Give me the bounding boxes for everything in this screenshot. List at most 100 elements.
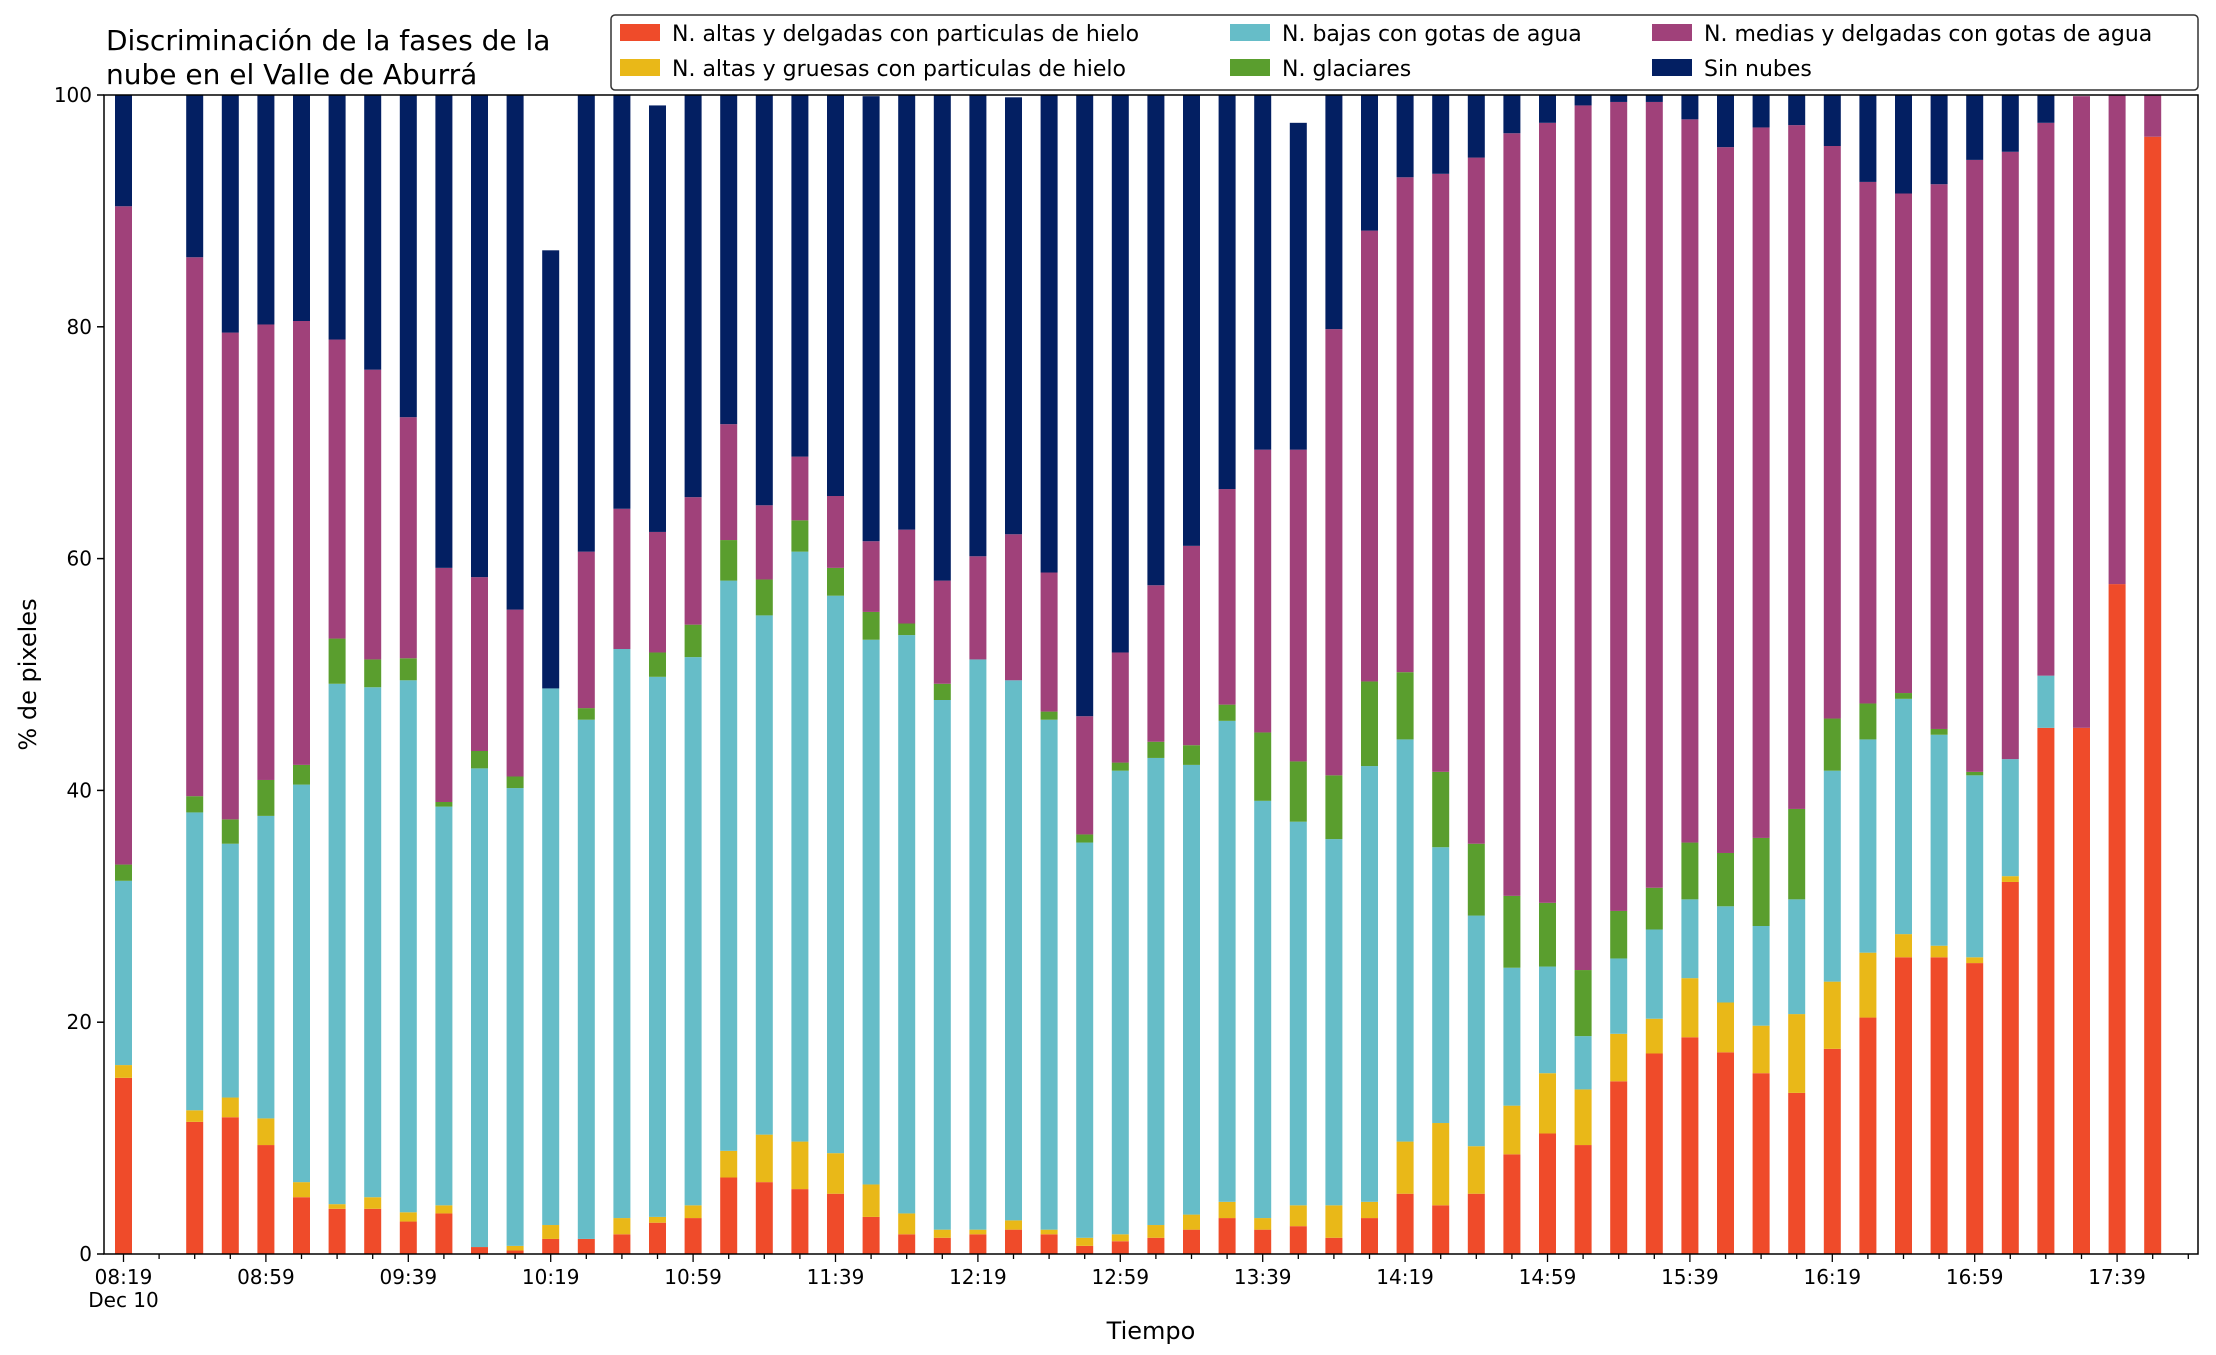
bar-segment <box>969 1229 987 1235</box>
bar-segment <box>1218 720 1236 1202</box>
bar-segment <box>933 580 951 684</box>
bar-segment <box>1966 95 1984 160</box>
bar-segment <box>1788 125 1806 809</box>
bar-segment <box>933 700 951 1230</box>
bar-segment <box>1076 842 1094 1238</box>
bar-segment <box>542 250 560 689</box>
bar-segment <box>1218 704 1236 721</box>
x-tick-label: 15:39 <box>1661 1265 1719 1289</box>
bar-segment <box>1681 899 1699 979</box>
bar-segment <box>186 812 204 1111</box>
bar-segment <box>1681 978 1699 1038</box>
bar-segment <box>435 567 453 802</box>
bar-segment <box>1966 159 1984 772</box>
bar-segment <box>1895 95 1912 194</box>
bar-segment <box>1076 1245 1094 1254</box>
bar-segment <box>293 1197 310 1254</box>
bar-segment <box>791 551 809 1142</box>
bar-segment <box>435 95 453 568</box>
bar-segment <box>542 1225 560 1239</box>
bar-segment <box>115 1065 132 1078</box>
bar-segment <box>1396 739 1414 1142</box>
x-tick-label: 12:59 <box>1091 1265 1149 1289</box>
bar-segment <box>1539 1133 1556 1254</box>
bar-segment <box>1147 1225 1165 1238</box>
bar-segment <box>1076 716 1094 835</box>
bar-segment <box>221 95 239 333</box>
y-tick-label: 80 <box>67 315 92 339</box>
bar-segment <box>1005 680 1022 1221</box>
legend-label: N. medias y delgadas con gotas de agua <box>1704 22 2152 47</box>
bar-segment <box>257 1118 275 1146</box>
bar-segment <box>1183 764 1200 1215</box>
bar-segment <box>1183 1229 1200 1254</box>
bar-segment <box>898 1234 916 1254</box>
bar-segment <box>1503 133 1521 896</box>
bar-segment <box>1681 119 1699 843</box>
bar-segment <box>542 688 560 1226</box>
x-tick-label: 14:19 <box>1376 1265 1434 1289</box>
bar-segment <box>506 1245 524 1251</box>
bar-segment <box>1966 775 1984 958</box>
bar-segment <box>471 577 488 751</box>
bar-segment <box>1111 762 1129 771</box>
bar-segment <box>1610 1081 1628 1254</box>
bar-segment <box>1254 1229 1272 1254</box>
bar-segment <box>1539 122 1556 903</box>
bar-segment <box>471 1247 488 1254</box>
bar-segment <box>364 1197 382 1209</box>
bar-segment <box>1040 711 1058 720</box>
bar-segment <box>2144 136 2162 1255</box>
bar-segment <box>755 1182 773 1254</box>
bar-segment <box>1859 181 1877 704</box>
bar-segment <box>1111 1241 1129 1254</box>
bar-segment <box>1574 1145 1592 1254</box>
bar-segment <box>471 95 488 578</box>
bar-segment <box>969 1234 987 1254</box>
y-tick-label: 60 <box>67 547 92 571</box>
bar-segment <box>1076 95 1094 717</box>
bar-segment <box>1752 95 1770 128</box>
bar-segment <box>1111 1234 1129 1242</box>
bar-segment <box>684 95 702 498</box>
bar-segment <box>1574 105 1592 971</box>
x-tick-label: 09:39 <box>379 1265 437 1289</box>
x-tick-label: 10:59 <box>664 1265 722 1289</box>
bar-segment <box>827 1153 844 1194</box>
bar-segment <box>1467 95 1485 158</box>
bar-segment <box>364 659 382 688</box>
x-tick-label: 13:39 <box>1234 1265 1292 1289</box>
y-axis-label: % de pixeles <box>14 598 42 750</box>
bar-segment <box>293 95 310 321</box>
bar-segment <box>1183 545 1200 746</box>
bar-segment <box>755 505 773 580</box>
bar-segment <box>1823 770 1841 982</box>
bar-segment <box>1147 95 1165 586</box>
bar-segment <box>755 615 773 1135</box>
chart-title: Discriminación de la fases de la nube en… <box>106 24 550 91</box>
bar-segment <box>720 95 738 425</box>
bar-segment <box>399 680 417 1213</box>
bar-segment <box>755 1134 773 1183</box>
bar-segment <box>1503 895 1521 968</box>
bar-segment <box>1645 95 1663 102</box>
bar-segment <box>969 659 987 1230</box>
bar-segment <box>399 1221 417 1254</box>
bars <box>115 95 2162 1255</box>
bar-segment <box>898 95 916 530</box>
bar-segment <box>1040 95 1058 573</box>
bar-segment <box>1752 1073 1770 1254</box>
bar-segment <box>1432 847 1450 1124</box>
bar-segment <box>1966 957 1984 964</box>
bar-segment <box>613 649 631 1219</box>
bar-segment <box>2001 759 2019 877</box>
bar-segment <box>471 768 488 1248</box>
bar-segment <box>1717 95 1734 148</box>
bar-segment <box>1859 703 1877 740</box>
bar-segment <box>1503 967 1521 1106</box>
bar-segment <box>1005 1220 1022 1230</box>
bar-segment <box>1289 122 1307 450</box>
bar-segment <box>1610 95 1628 102</box>
x-tick-label: 08:19 <box>95 1265 153 1289</box>
